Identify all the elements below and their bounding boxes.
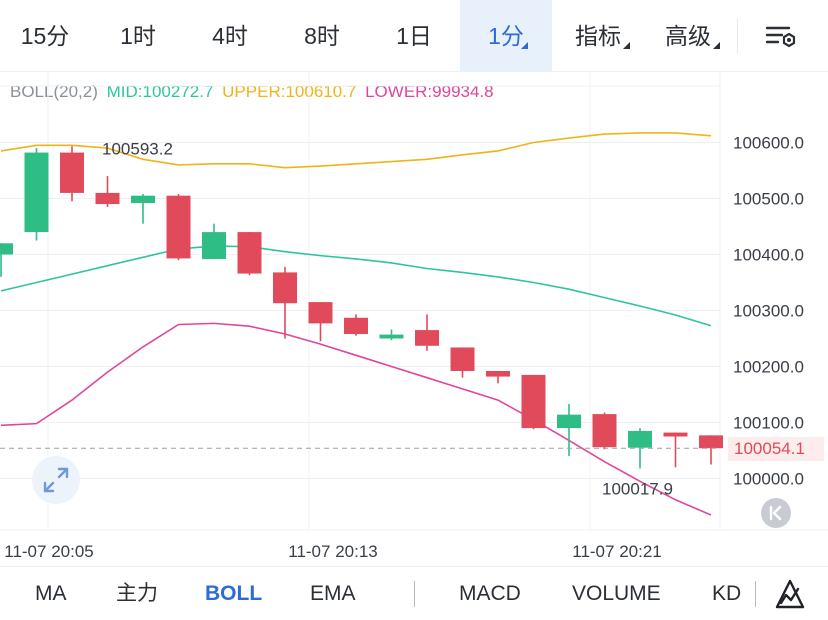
boll-legend: BOLL(20,2) MID:100272.7 UPPER:100610.7 L… xyxy=(10,82,498,102)
y-tick-label: 100400.0 xyxy=(733,246,804,265)
last-price-tag: 100054.1 xyxy=(728,437,824,461)
x-tick-label: 11-07 20:13 xyxy=(288,542,377,561)
indicator-volume[interactable]: VOLUME xyxy=(572,582,661,605)
candle-body xyxy=(95,192,120,205)
tab-15m[interactable]: 15分 xyxy=(0,0,90,72)
candlestick-chart[interactable]: 100600.0 100500.0 100400.0 100300.0 100200.0… xyxy=(0,72,828,566)
indicator-ma[interactable]: MA xyxy=(35,582,67,605)
candle-body xyxy=(202,232,226,259)
candle-body xyxy=(450,347,475,371)
y-tick-label: 100600.0 xyxy=(733,134,804,153)
indicator-ema[interactable]: EMA xyxy=(310,582,356,605)
candle-body xyxy=(699,435,723,449)
price-annotation: 100593.2 xyxy=(102,139,173,158)
boll-lower-line xyxy=(0,322,712,516)
y-tick-label: 100300.0 xyxy=(733,302,804,321)
candle-body xyxy=(344,317,368,335)
indicator-macd[interactable]: MACD xyxy=(459,582,521,605)
drawing-tool-button[interactable] xyxy=(772,577,808,613)
tab-1h-label: 1时 xyxy=(120,23,156,49)
candle-body xyxy=(60,152,84,193)
price-annotation: 100017.9 xyxy=(602,479,673,498)
y-tick-label: 100200.0 xyxy=(733,358,804,377)
scroll-to-latest-button[interactable] xyxy=(761,498,791,528)
candle-body xyxy=(592,414,617,448)
legend-name: BOLL(20,2) xyxy=(10,82,98,101)
skip-to-end-icon xyxy=(769,505,782,521)
indicator-boll[interactable]: BOLL xyxy=(205,582,263,605)
indicator-divider xyxy=(755,581,756,607)
tab-8h-label: 8时 xyxy=(304,23,340,49)
fullscreen-button[interactable] xyxy=(32,456,80,504)
candle-body xyxy=(628,430,652,448)
legend-lower: LOWER:99934.8 xyxy=(365,82,494,101)
legend-mid: MID:100272.7 xyxy=(106,82,214,101)
interval-toolbar: 15分 1时 4时 8时 1日 1分 指标 高级 xyxy=(0,0,828,72)
toolbar-divider xyxy=(737,18,738,54)
y-tick-label: 100500.0 xyxy=(733,190,804,209)
chart-settings-icon xyxy=(765,26,796,48)
candle-body xyxy=(0,243,13,255)
indicator-menu[interactable]: 指标 xyxy=(556,0,640,72)
dropdown-corner-icon xyxy=(623,42,630,49)
tab-1h[interactable]: 1时 xyxy=(92,0,184,72)
dropdown-corner-icon xyxy=(521,42,528,49)
candle-body xyxy=(237,232,262,274)
candle-body xyxy=(557,414,581,429)
indicator-kd[interactable]: KD xyxy=(712,582,742,605)
chart-settings-button[interactable] xyxy=(760,16,804,56)
expand-icon xyxy=(43,467,69,493)
indicator-bar: MA 主力 BOLL EMA MACD VOLUME KD xyxy=(0,566,828,620)
x-tick-label: 11-07 20:05 xyxy=(4,542,93,561)
x-tick-label: 11-07 20:21 xyxy=(572,542,661,561)
legend-upper: UPPER:100610.7 xyxy=(222,82,357,101)
dropdown-corner-icon xyxy=(713,42,720,49)
boll-upper-line xyxy=(0,132,712,169)
candle-body xyxy=(663,432,688,437)
indicator-main-force[interactable]: 主力 xyxy=(116,582,158,605)
drawing-tool-icon xyxy=(775,579,805,609)
indicator-menu-label: 指标 xyxy=(575,23,621,49)
tab-1d-label: 1日 xyxy=(396,23,432,49)
candle-body xyxy=(273,272,297,304)
candle-body xyxy=(486,370,510,377)
tab-1m[interactable]: 1分 xyxy=(460,0,552,72)
tab-8h[interactable]: 8时 xyxy=(276,0,368,72)
candle-body xyxy=(24,152,49,233)
candle-body xyxy=(166,195,191,259)
indicator-divider xyxy=(414,581,415,607)
boll-mid-line xyxy=(0,245,712,327)
tab-15m-label: 15分 xyxy=(20,23,70,49)
advanced-menu[interactable]: 高级 xyxy=(646,0,730,72)
candle-body xyxy=(131,195,155,203)
tab-1m-label: 1分 xyxy=(488,23,524,49)
tab-4h[interactable]: 4时 xyxy=(184,0,276,72)
candle-body xyxy=(308,302,333,324)
candle-body xyxy=(379,334,404,339)
advanced-menu-label: 高级 xyxy=(665,23,711,49)
y-tick-label: 100000.0 xyxy=(733,470,804,489)
candle-body xyxy=(415,330,439,346)
tab-1d[interactable]: 1日 xyxy=(368,0,460,72)
tab-4h-label: 4时 xyxy=(212,23,248,49)
candle-body xyxy=(521,374,546,429)
y-tick-label: 100100.0 xyxy=(733,414,804,433)
